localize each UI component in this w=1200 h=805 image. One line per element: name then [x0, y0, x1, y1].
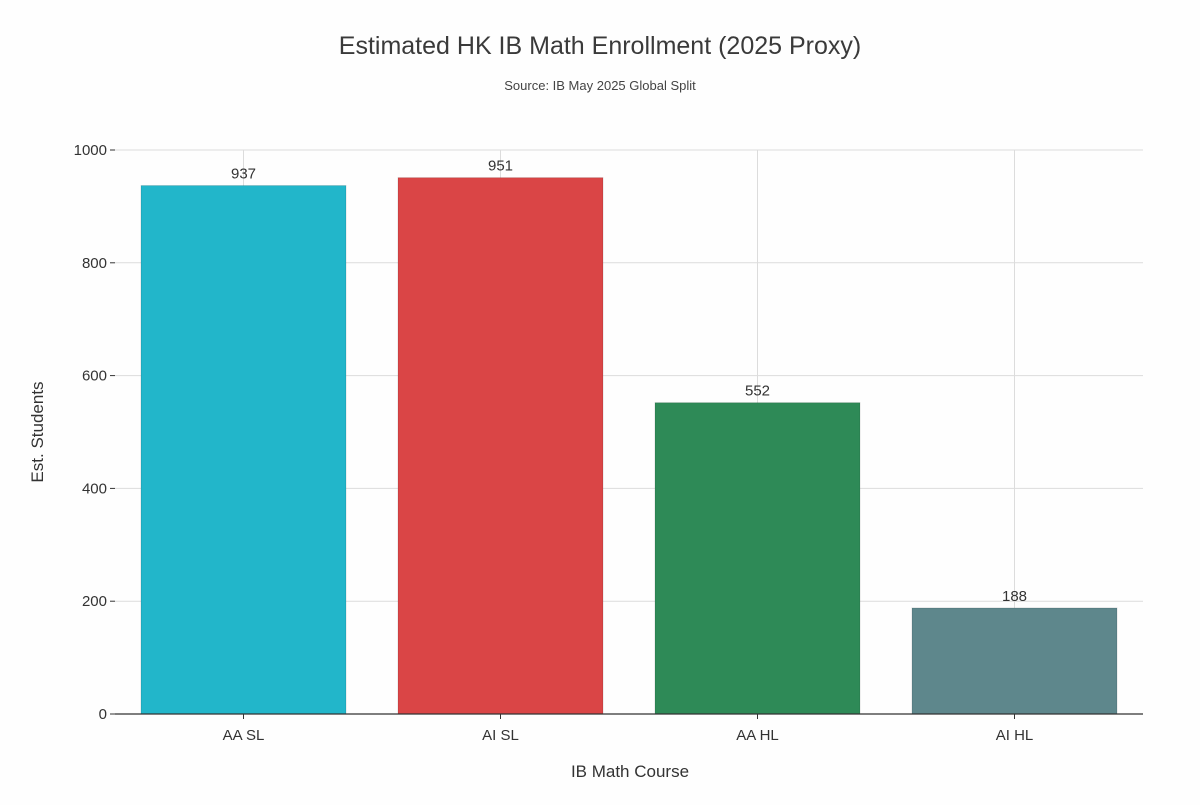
y-tick-label: 1000 [74, 142, 107, 159]
y-tick-label: 600 [82, 368, 107, 385]
bars: 937 951 552 188 [140, 158, 1118, 715]
x-axis-label: IB Math Course [571, 762, 689, 781]
y-tick-label: 800 [82, 255, 107, 272]
x-axis: AA SL AI SL AA HL AI HL [115, 713, 1143, 744]
chart-title: Estimated HK IB Math Enrollment (2025 Pr… [339, 32, 861, 60]
bar-aa-hl [654, 402, 861, 715]
x-tick-label: AA HL [736, 727, 779, 744]
data-label: 937 [231, 166, 256, 183]
x-tick-label: AA SL [223, 727, 265, 744]
bar-aa-sl [140, 185, 347, 715]
x-tick-label: AI HL [996, 727, 1034, 744]
data-label: 951 [488, 158, 513, 175]
chart-subtitle: Source: IB May 2025 Global Split [504, 78, 696, 93]
bar-ai-hl [911, 607, 1118, 715]
y-axis-label: Est. Students [28, 381, 47, 482]
y-axis: 0 200 400 600 800 1000 [74, 142, 115, 723]
data-label: 552 [745, 383, 770, 400]
bar-ai-sl [397, 177, 604, 715]
y-tick-label: 200 [82, 593, 107, 610]
y-tick-label: 400 [82, 480, 107, 497]
x-tick-label: AI SL [482, 727, 519, 744]
y-tick-label: 0 [99, 706, 107, 723]
data-label: 188 [1002, 588, 1027, 605]
